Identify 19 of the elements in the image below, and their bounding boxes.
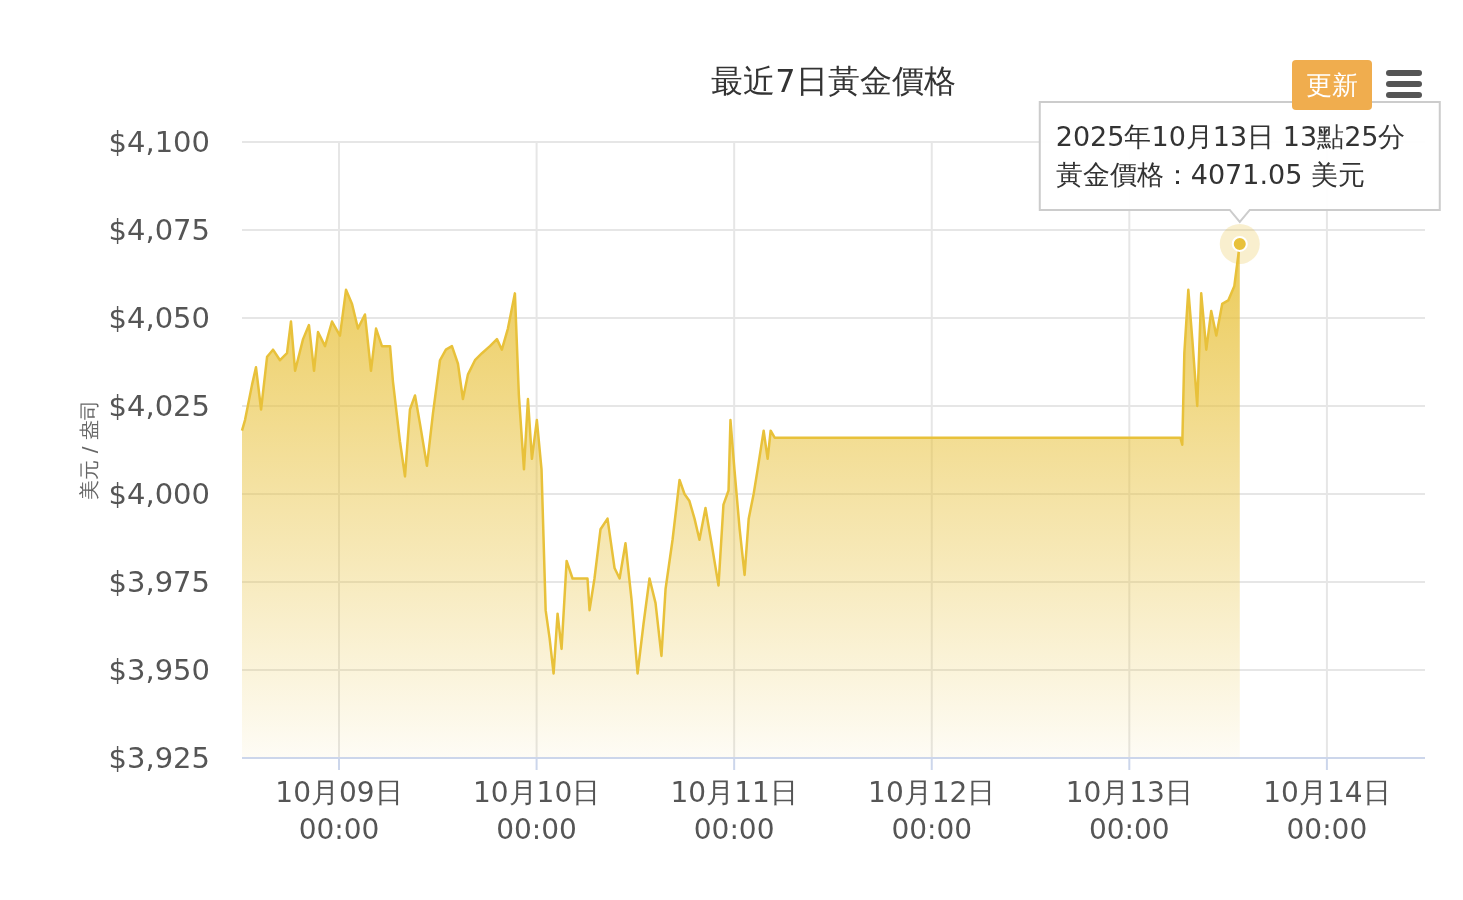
y-tick-label: $3,975 <box>108 565 210 600</box>
chart-title: 最近7日黃金價格 <box>711 62 956 100</box>
x-tick-label: 10月13日 00:00 <box>1065 776 1193 846</box>
x-tick-label: 10月11日 00:00 <box>670 776 798 846</box>
y-tick-label: $4,075 <box>108 213 210 248</box>
y-tick-label: $4,025 <box>108 389 210 424</box>
y-tick-label: $4,050 <box>108 301 210 336</box>
x-tick-label: 10月10日 00:00 <box>472 776 601 846</box>
y-tick-label: $4,100 <box>108 125 210 160</box>
annotation: 2025年10月13日 13點25分 <box>1055 120 1406 152</box>
x-tick-label: 10月12日 00:00 <box>868 776 996 846</box>
x-tick-label: 10月14日 00:00 <box>1263 776 1391 846</box>
y-tick-label: $3,950 <box>108 653 210 688</box>
y-axis-title: 美元 / 盎司 <box>77 400 101 500</box>
y-tick-label: $3,925 <box>108 741 210 776</box>
y-tick-label: $4,000 <box>108 477 210 512</box>
x-tick-label: 10月09日 00:00 <box>275 776 403 846</box>
update-button: 更新 <box>1292 60 1372 110</box>
annotation: 黃金價格：4071.05 美元 <box>1055 158 1365 190</box>
